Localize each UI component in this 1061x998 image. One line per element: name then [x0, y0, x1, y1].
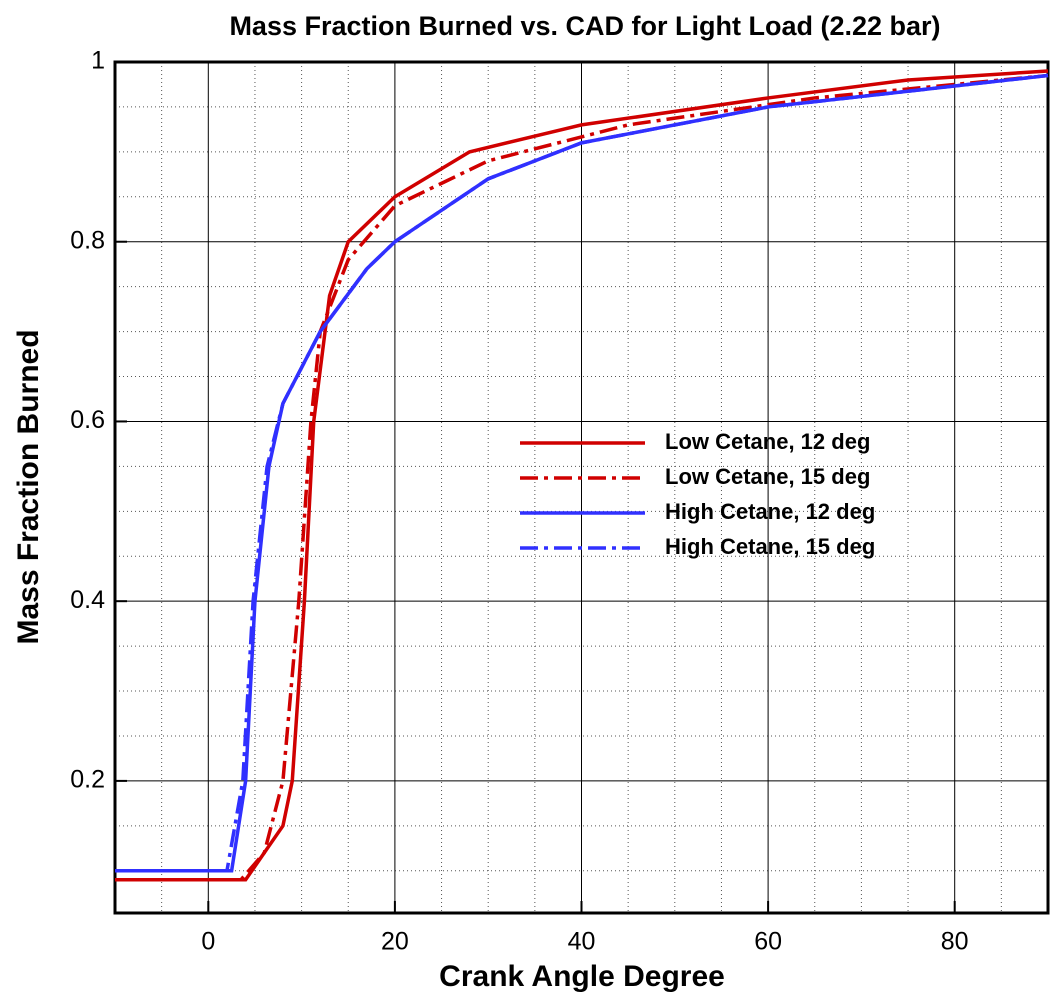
y-tick-label: 0.2 — [70, 766, 105, 794]
series-line — [115, 73, 1049, 873]
series-line — [115, 69, 1049, 882]
y-tick-label: 0.6 — [70, 406, 105, 434]
legend-label: High Cetane, 12 deg — [665, 499, 875, 524]
x-tick-label: 80 — [941, 928, 969, 956]
legend-label: High Cetane, 15 deg — [665, 534, 875, 559]
x-tick-label: 0 — [201, 928, 215, 956]
x-axis-label: Crank Angle Degree — [439, 960, 725, 993]
legend-label: Low Cetane, 15 deg — [665, 464, 870, 489]
x-tick-label: 40 — [568, 928, 596, 956]
plot-frame — [113, 60, 1050, 915]
y-tick-label: 1 — [91, 47, 105, 75]
y-tick-label: 0.8 — [70, 226, 105, 254]
y-axis-label: Mass Fraction Burned — [12, 329, 45, 644]
legend-label: Low Cetane, 12 deg — [665, 429, 870, 454]
chart-title: Mass Fraction Burned vs. CAD for Light L… — [229, 11, 940, 41]
x-tick-label: 60 — [754, 928, 782, 956]
x-tick-label: 20 — [381, 928, 409, 956]
y-tick-label: 0.4 — [70, 586, 105, 614]
